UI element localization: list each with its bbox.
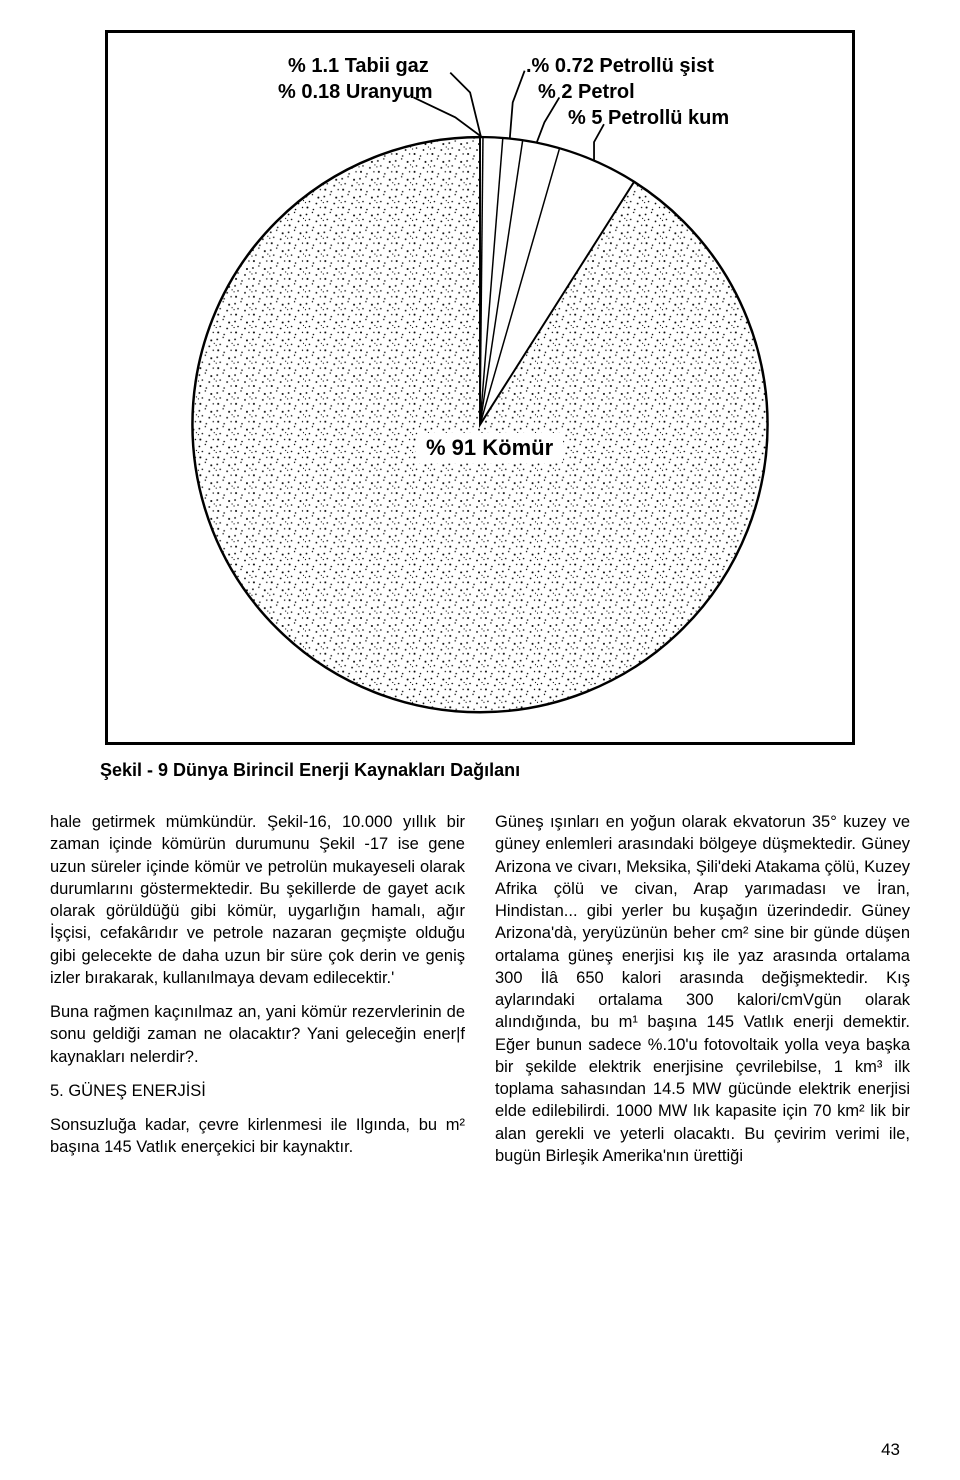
left-p3: Sonsuzluğa kadar, çevre kirlenmesi ile I… bbox=[50, 1114, 465, 1159]
label-petrollu-sist: .% 0.72 Petrollü şist bbox=[526, 55, 714, 78]
body-text: hale getirmek mümkündür. Şekil-16, 10.00… bbox=[50, 811, 910, 1179]
leader-petrol bbox=[537, 97, 560, 143]
label-komur: % 91 Kömür bbox=[416, 433, 563, 463]
right-p1: Güneş ışınları en yoğun olarak ekvatorun… bbox=[495, 811, 910, 1167]
label-petrol: % 2 Petrol bbox=[538, 81, 635, 104]
label-petrollu-kum: % 5 Petrollü kum bbox=[568, 107, 729, 130]
right-column: Güneş ışınları en yoğun olarak ekvatorun… bbox=[495, 811, 910, 1179]
left-p1: hale getirmek mümkündür. Şekil-16, 10.00… bbox=[50, 811, 465, 989]
figure-container: % 1.1 Tabii gaz % 0.18 Uranyum .% 0.72 P… bbox=[105, 30, 855, 745]
leader-tabii-gaz bbox=[450, 73, 481, 137]
page-number: 43 bbox=[881, 1440, 900, 1460]
left-column: hale getirmek mümkündür. Şekil-16, 10.00… bbox=[50, 811, 465, 1179]
leader-petrollu-sist bbox=[510, 71, 525, 139]
figure-caption: Şekil - 9 Dünya Birincil Enerji Kaynakla… bbox=[100, 760, 910, 781]
label-tabii-gaz: % 1.1 Tabii gaz bbox=[288, 55, 429, 78]
left-p2: Buna rağmen kaçınılmaz an, yani kömür re… bbox=[50, 1001, 465, 1068]
pie-chart bbox=[108, 33, 852, 742]
label-uranyum: % 0.18 Uranyum bbox=[278, 81, 433, 104]
section-heading: 5. GÜNEŞ ENERJİSİ bbox=[50, 1080, 465, 1102]
